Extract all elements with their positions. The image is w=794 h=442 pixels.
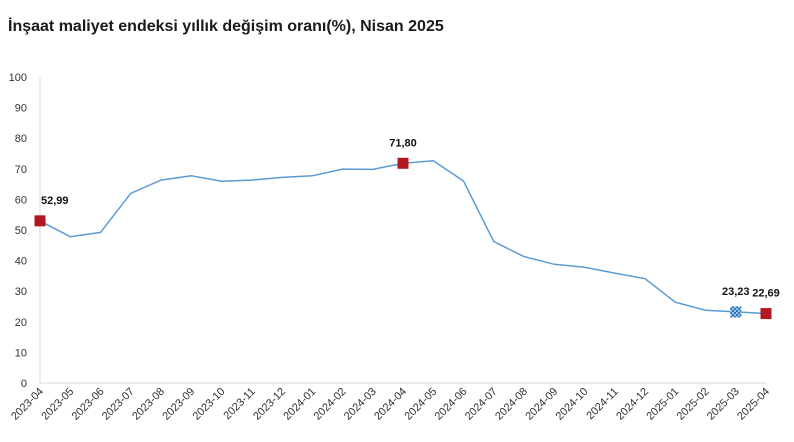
x-tick-label: 2024-05 (402, 386, 439, 423)
series-group (39, 160, 767, 315)
chart-title: İnşaat maliyet endeksi yıllık değişim or… (8, 18, 444, 35)
x-tick-label: 2025-03 (705, 386, 742, 423)
y-tick-label: 0 (21, 378, 27, 390)
y-tick-label: 40 (15, 256, 27, 268)
y-tick-label: 10 (15, 347, 27, 359)
y-tick-label: 70 (15, 164, 27, 176)
y-tick-label: 50 (15, 225, 27, 237)
data-label: 23,23 (722, 286, 750, 298)
x-tick-label: 2023-12 (251, 386, 288, 423)
data-point-marker (730, 306, 742, 318)
data-label: 22,69 (752, 288, 780, 300)
x-tick-label: 2024-03 (342, 386, 379, 423)
marker-group (34, 157, 772, 320)
y-tick-label: 30 (15, 286, 27, 298)
data-point-marker (760, 308, 772, 320)
y-tick-label: 90 (15, 103, 27, 115)
series-line (39, 160, 767, 315)
x-tick-label: 2024-07 (463, 386, 500, 423)
x-tick-label: 2025-01 (644, 386, 681, 423)
x-tick-label: 2024-06 (433, 386, 470, 423)
x-tick-label: 2024-01 (281, 386, 318, 423)
x-tick-label: 2023-05 (39, 386, 76, 423)
x-tick-label: 2023-04 (9, 386, 46, 423)
data-label-group: 52,99 71,80 23,23 22,69 (41, 137, 780, 299)
x-tick-labels: 2023-042023-052023-062023-072023-082023-… (9, 386, 772, 423)
x-tick-label: 2023-07 (100, 386, 137, 423)
x-tick-label: 2024-10 (554, 386, 591, 423)
y-tick-label: 60 (15, 194, 27, 206)
x-tick-label: 2025-04 (735, 386, 772, 423)
x-tick-label: 2023-09 (160, 386, 197, 423)
x-tick-label: 2023-10 (191, 386, 228, 423)
y-tick-label: 80 (15, 133, 27, 145)
y-tick-labels: 0 10 20 30 40 50 60 70 80 90 100 (9, 72, 27, 390)
x-tick-label: 2024-12 (614, 386, 651, 423)
x-tick-label: 2024-04 (372, 386, 409, 423)
x-tick-label: 2023-06 (70, 386, 107, 423)
x-tick-label: 2023-08 (130, 386, 167, 423)
y-tick-label: 100 (9, 72, 27, 84)
data-point-marker (34, 215, 46, 227)
data-label: 52,99 (41, 195, 69, 207)
y-tick-label: 20 (15, 317, 27, 329)
x-tick-label: 2024-02 (312, 386, 349, 423)
x-tick-label: 2024-08 (493, 386, 530, 423)
x-tick-label: 2024-09 (523, 386, 560, 423)
data-label: 71,80 (389, 137, 417, 149)
x-tick-label: 2025-02 (675, 386, 712, 423)
data-point-marker (397, 157, 409, 169)
